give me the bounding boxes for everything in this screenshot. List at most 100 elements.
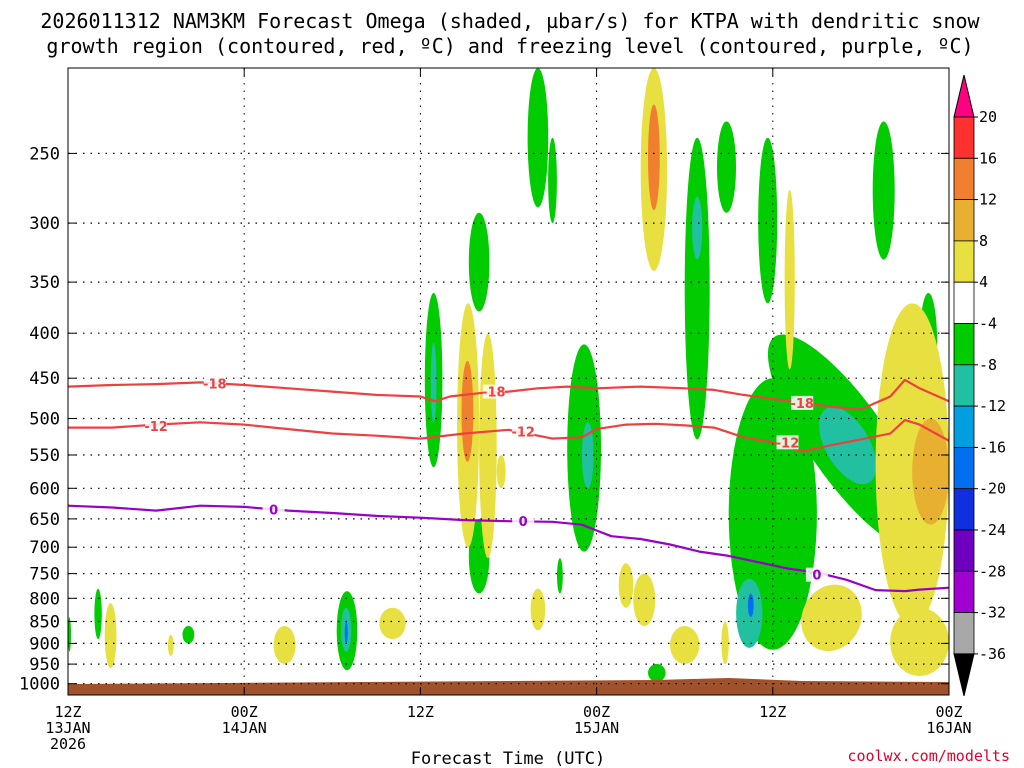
omega-region <box>618 563 634 608</box>
colorbar-cap-top <box>953 74 975 118</box>
contour-line <box>68 378 949 411</box>
x-tick-label: 14JAN <box>222 719 267 737</box>
contour-label: -18 <box>482 386 506 401</box>
contour-label-bg <box>512 424 535 439</box>
omega-region <box>94 588 102 640</box>
colorbar-label: 20 <box>979 108 997 126</box>
colorbar-swatch <box>953 570 975 613</box>
omega-region <box>468 212 490 312</box>
y-tick-label: 950 <box>29 655 60 675</box>
colorbar-label: 8 <box>979 232 988 250</box>
omega-region <box>648 104 660 211</box>
colorbar-label: -28 <box>979 562 1006 580</box>
colorbar-label: -4 <box>979 315 997 333</box>
contour-label: -12 <box>776 436 800 451</box>
contour-label: -18 <box>790 397 814 412</box>
contour-label-bg <box>791 395 814 410</box>
colorbar: 20 16 12 8 4 -4 -8 -12 -16 -20 -24 -28 -32 -36 <box>953 74 1006 697</box>
x-tick-label: 2026 <box>50 735 86 753</box>
terrain-band <box>68 678 949 695</box>
omega-region <box>670 626 700 664</box>
colorbar-swatch <box>953 446 975 490</box>
x-tick-label: 12Z <box>759 703 786 721</box>
contour-label: 0 <box>519 515 528 530</box>
contour-line <box>68 504 949 593</box>
x-tick-label: 13JAN <box>45 719 90 737</box>
y-tick-label: 700 <box>29 538 60 558</box>
y-tick-label: 650 <box>29 510 60 530</box>
colorbar-swatch <box>953 240 975 283</box>
contour-label-bg <box>203 376 226 391</box>
x-tick-label: 00Z <box>583 703 610 721</box>
x-tick-label: 15JAN <box>574 719 619 737</box>
colorbar-label: -20 <box>979 480 1006 498</box>
y-tick-label: 600 <box>29 479 60 499</box>
omega-region <box>496 455 506 489</box>
omega-region <box>890 607 949 677</box>
colorbar-swatch <box>953 323 975 366</box>
omega-region <box>273 626 296 664</box>
contour-label-bg <box>482 384 505 399</box>
contour-label: 0 <box>269 503 278 518</box>
colorbar-swatch <box>953 405 975 448</box>
colorbar-swatch <box>953 364 975 407</box>
colorbar-cap-bottom <box>953 653 975 697</box>
omega-region <box>104 603 117 669</box>
x-tick-label: 00Z <box>231 703 258 721</box>
site-credit: coolwx.com/modelts <box>847 747 1010 765</box>
colorbar-label: 16 <box>979 149 997 167</box>
omega-region <box>527 68 549 208</box>
y-tick-label: 400 <box>29 324 60 344</box>
omega-region <box>182 626 195 644</box>
omega-region <box>872 121 895 260</box>
pressure-axis: 2503003504004505005506006507007508008509… <box>19 144 949 695</box>
omega-region <box>684 137 710 440</box>
y-tick-label: 250 <box>29 144 60 164</box>
contour-label: 0 <box>812 569 821 584</box>
omega-region <box>479 333 497 558</box>
y-tick-label: 900 <box>29 634 60 654</box>
plot-frame <box>67 67 950 696</box>
omega-shading <box>68 68 949 682</box>
omega-region <box>747 593 754 617</box>
colorbar-swatch <box>953 116 975 159</box>
colorbar-label: 4 <box>979 273 988 291</box>
omega-region <box>801 584 862 652</box>
y-tick-label: 350 <box>29 273 60 293</box>
colorbar-label: -32 <box>979 604 1006 622</box>
colorbar-swatch <box>953 281 975 324</box>
omega-region <box>648 664 666 682</box>
contour-label-bg <box>805 567 828 582</box>
x-tick-label: 00Z <box>935 703 962 721</box>
contour-label: -12 <box>511 425 535 440</box>
temperature-contours: -18 -18 -18 -12 -12 -12 0 0 0 <box>68 376 949 593</box>
y-tick-label: 800 <box>29 589 60 609</box>
x-tick-label: 16JAN <box>926 719 971 737</box>
colorbar-swatch <box>953 529 975 572</box>
omega-region <box>784 189 795 370</box>
omega-region <box>717 121 736 213</box>
contour-label: -12 <box>144 420 168 435</box>
colorbar-swatch <box>953 199 975 242</box>
chart-title-line2: growth region (contoured, red, ºC) and f… <box>46 34 973 58</box>
contour-label: -18 <box>203 377 227 392</box>
x-tick-label: 12Z <box>407 703 434 721</box>
omega-region <box>758 137 778 304</box>
omega-region <box>633 573 656 626</box>
x-tick-label: 12Z <box>54 703 81 721</box>
contour-label-bg <box>145 419 168 434</box>
x-axis-label: Forecast Time (UTC) <box>411 749 605 768</box>
y-tick-label: 550 <box>29 446 60 466</box>
y-tick-label: 300 <box>29 214 60 234</box>
y-tick-label: 850 <box>29 613 60 633</box>
omega-region <box>430 342 437 423</box>
y-tick-label: 750 <box>29 565 60 585</box>
omega-region <box>692 196 703 260</box>
colorbar-label: -16 <box>979 438 1006 456</box>
colorbar-swatch <box>953 612 975 655</box>
omega-region <box>875 303 949 626</box>
omega-region <box>912 418 949 525</box>
colorbar-label: -12 <box>979 397 1006 415</box>
